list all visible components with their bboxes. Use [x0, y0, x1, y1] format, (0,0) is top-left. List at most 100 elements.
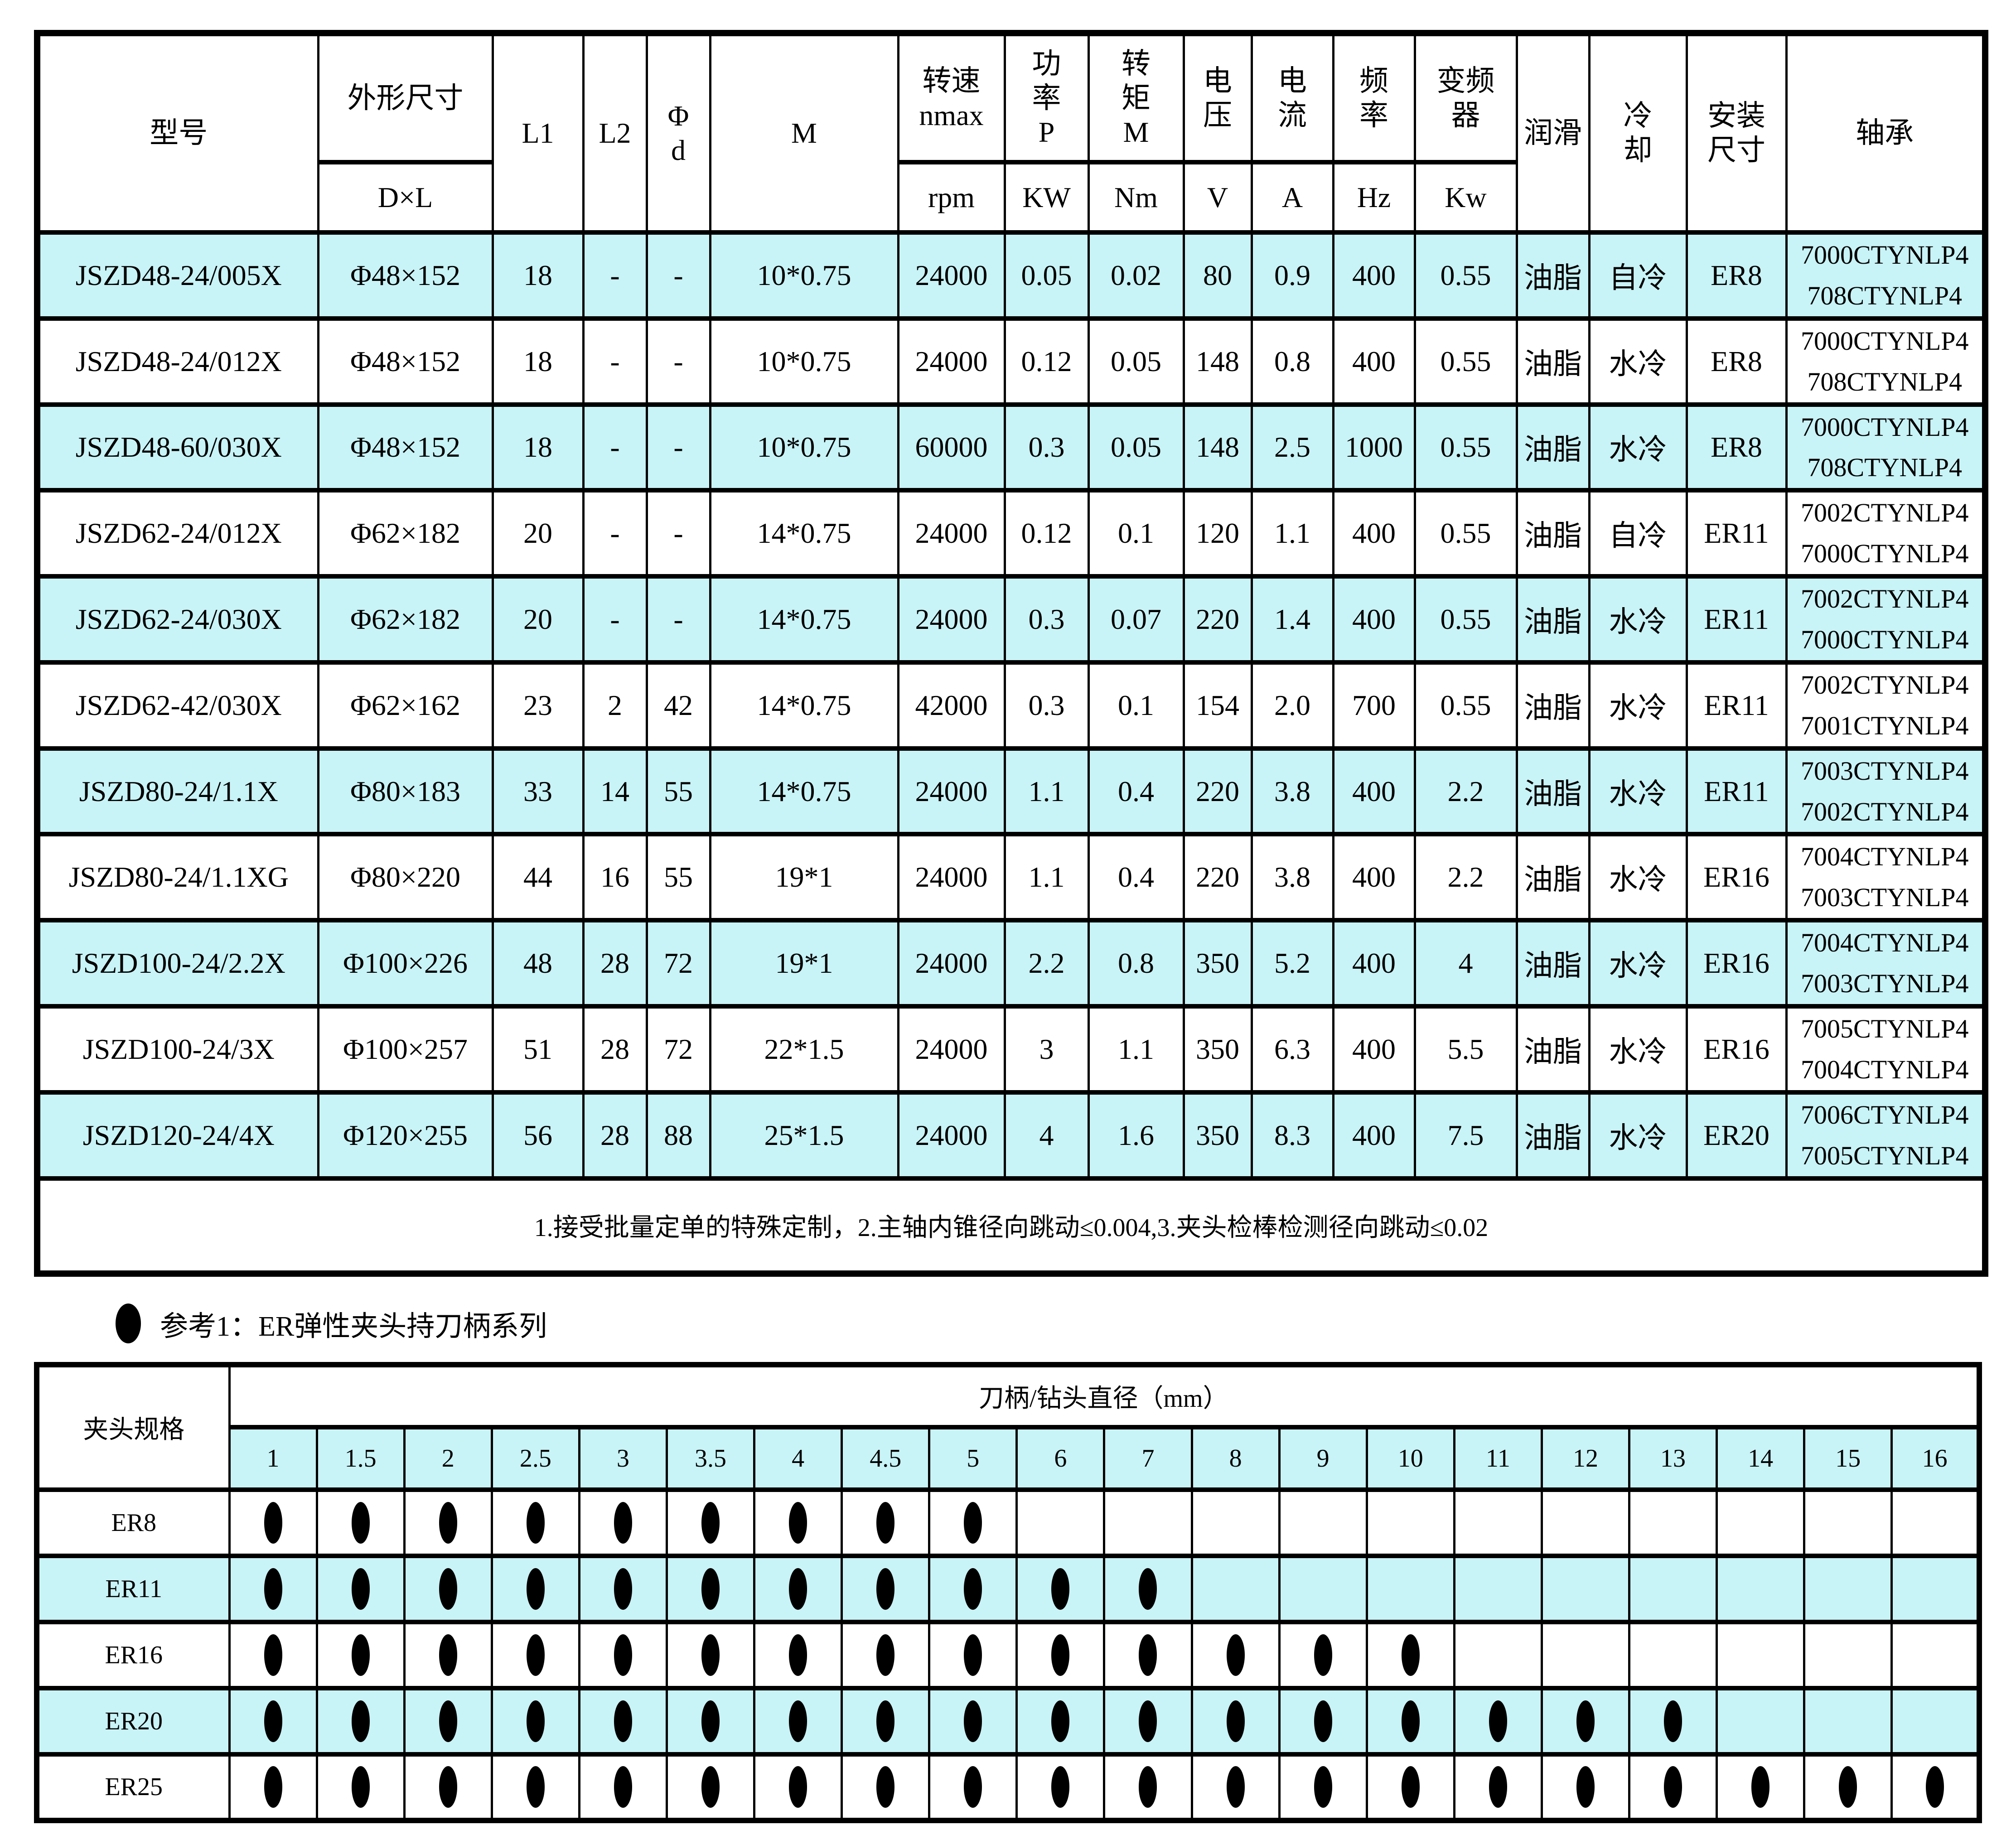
header-voltage: 电 压 — [1182, 31, 1253, 164]
capacity-cell-marked — [1365, 1619, 1455, 1690]
cell-power: 0.05 — [1003, 230, 1090, 321]
cell-power: 0.3 — [1003, 660, 1090, 751]
dot-icon — [614, 1568, 632, 1610]
header-cooling: 冷 却 — [1588, 31, 1688, 235]
capacity-cell-marked — [928, 1487, 1018, 1558]
cell-collet: ER16 — [1685, 832, 1788, 923]
dot-icon — [439, 1568, 457, 1610]
dot-icon — [1576, 1700, 1595, 1742]
capacity-cell-marked — [1365, 1685, 1455, 1757]
header-dims: 外形尺寸 — [317, 31, 494, 164]
header-diameter-1.5: 1.5 — [315, 1424, 406, 1492]
cell-torque: 0.8 — [1087, 918, 1185, 1009]
capacity-cell-empty — [1453, 1553, 1543, 1624]
cell-m: 14*0.75 — [709, 488, 899, 579]
cell-cooling: 水冷 — [1588, 574, 1688, 665]
cell-current: 2.5 — [1250, 402, 1334, 493]
cell-frequency: 1000 — [1332, 402, 1416, 493]
capacity-cell-marked — [1278, 1685, 1368, 1757]
cell-model: JSZD62-24/030X — [36, 574, 319, 665]
cell-inverter: 0.55 — [1413, 316, 1518, 407]
cell-cooling: 自冷 — [1588, 230, 1688, 321]
capacity-cell-empty — [1278, 1553, 1368, 1624]
header-diameter-9: 9 — [1278, 1424, 1368, 1492]
capacity-cell-marked — [928, 1619, 1018, 1690]
cell-voltage: 148 — [1182, 402, 1253, 493]
dot-icon — [876, 1502, 895, 1544]
dot-icon — [1664, 1700, 1682, 1742]
dot-icon — [1401, 1634, 1420, 1676]
dot-icon — [614, 1700, 632, 1742]
header-inverter-unit: Kw — [1413, 160, 1518, 235]
cell-l2: 28 — [582, 1090, 648, 1181]
capacity-cell-marked — [928, 1685, 1018, 1757]
spec-row: JSZD48-24/005X Φ48×152 18- -10*0.75 24000 0.0… — [36, 230, 1987, 321]
capacity-cell-empty — [1278, 1487, 1368, 1558]
capacity-cell-marked — [1628, 1685, 1718, 1757]
capacity-cell-marked — [1278, 1752, 1368, 1823]
bullet-icon — [116, 1303, 141, 1343]
header-l2: L2 — [582, 31, 648, 235]
cell-l1: 51 — [491, 1004, 585, 1095]
dot-icon — [964, 1700, 982, 1742]
header-current: 电 流 — [1250, 31, 1334, 164]
cell-dims: Φ100×226 — [317, 918, 494, 1009]
cell-inverter: 5.5 — [1413, 1004, 1518, 1095]
cell-inverter: 7.5 — [1413, 1090, 1518, 1181]
capacity-cell-marked — [490, 1752, 580, 1823]
header-frequency: 频 率 — [1332, 31, 1416, 164]
dot-icon — [439, 1634, 457, 1676]
capacity-cell-empty — [1890, 1619, 1981, 1690]
cell-frequency: 400 — [1332, 230, 1416, 321]
cell-m: 10*0.75 — [709, 316, 899, 407]
cell-current: 1.1 — [1250, 488, 1334, 579]
cell-cooling: 水冷 — [1588, 402, 1688, 493]
cell-frequency: 400 — [1332, 746, 1416, 837]
cell-speed: 24000 — [897, 1004, 1006, 1095]
collet-row-er11: ER11 — [35, 1553, 1981, 1624]
dot-icon — [526, 1700, 545, 1742]
capacity-cell-marked — [841, 1553, 931, 1624]
dot-icon — [264, 1766, 282, 1808]
cell-l1: 18 — [491, 316, 585, 407]
cell-torque: 0.02 — [1087, 230, 1185, 321]
header-diameter-4.5: 4.5 — [841, 1424, 931, 1492]
cell-inverter: 0.55 — [1413, 230, 1518, 321]
header-power: 功 率 P — [1003, 31, 1090, 164]
header-frequency-unit: Hz — [1332, 160, 1416, 235]
cell-inverter: 4 — [1413, 918, 1518, 1009]
cell-power: 0.3 — [1003, 402, 1090, 493]
dot-icon — [351, 1568, 370, 1610]
cell-power: 0.12 — [1003, 488, 1090, 579]
cell-torque: 0.05 — [1087, 316, 1185, 407]
cell-collet: ER8 — [1685, 316, 1788, 407]
capacity-cell-marked — [1540, 1685, 1631, 1757]
cell-l1: 56 — [491, 1090, 585, 1181]
cell-cooling: 水冷 — [1588, 1090, 1688, 1181]
dot-icon — [789, 1700, 807, 1742]
cell-l2: - — [582, 488, 648, 579]
cell-voltage: 350 — [1182, 1004, 1253, 1095]
capacity-cell-marked — [928, 1752, 1018, 1823]
cell-torque: 1.6 — [1087, 1090, 1185, 1181]
capacity-cell-empty — [1890, 1685, 1981, 1757]
capacity-cell-empty — [1540, 1487, 1631, 1558]
spec-row: JSZD80-24/1.1X Φ80×183 33 14 55 14*0.75 24000 1… — [36, 746, 1987, 837]
header-torque: 转 矩 M — [1087, 31, 1185, 164]
spec-table-header: 型号 外形尺寸 L1 L2 Φ d M 转速 nmax 功 率 P 转 矩 M … — [36, 31, 1987, 235]
cell-lubrication: 油脂 — [1515, 1004, 1591, 1095]
capacity-cell-empty — [1628, 1487, 1718, 1558]
collet-row-er20: ER20 — [35, 1685, 1981, 1757]
cell-current: 3.8 — [1250, 746, 1334, 837]
cell-phi-d: 55 — [645, 746, 711, 837]
cell-voltage: 220 — [1182, 746, 1253, 837]
header-current-unit: A — [1250, 160, 1334, 235]
cell-power: 3 — [1003, 1004, 1090, 1095]
capacity-cell-marked — [665, 1553, 756, 1624]
collet-capacity-table: 夹头规格 刀柄/钻头直径（mm） 1 1.5 2 2.5 3 3.5 4 4.5 5 6 7 8 9 10… — [34, 1362, 1982, 1823]
capacity-cell-marked — [490, 1553, 580, 1624]
dot-icon — [439, 1700, 457, 1742]
dot-icon — [351, 1502, 370, 1544]
cell-lubrication: 油脂 — [1515, 746, 1591, 837]
